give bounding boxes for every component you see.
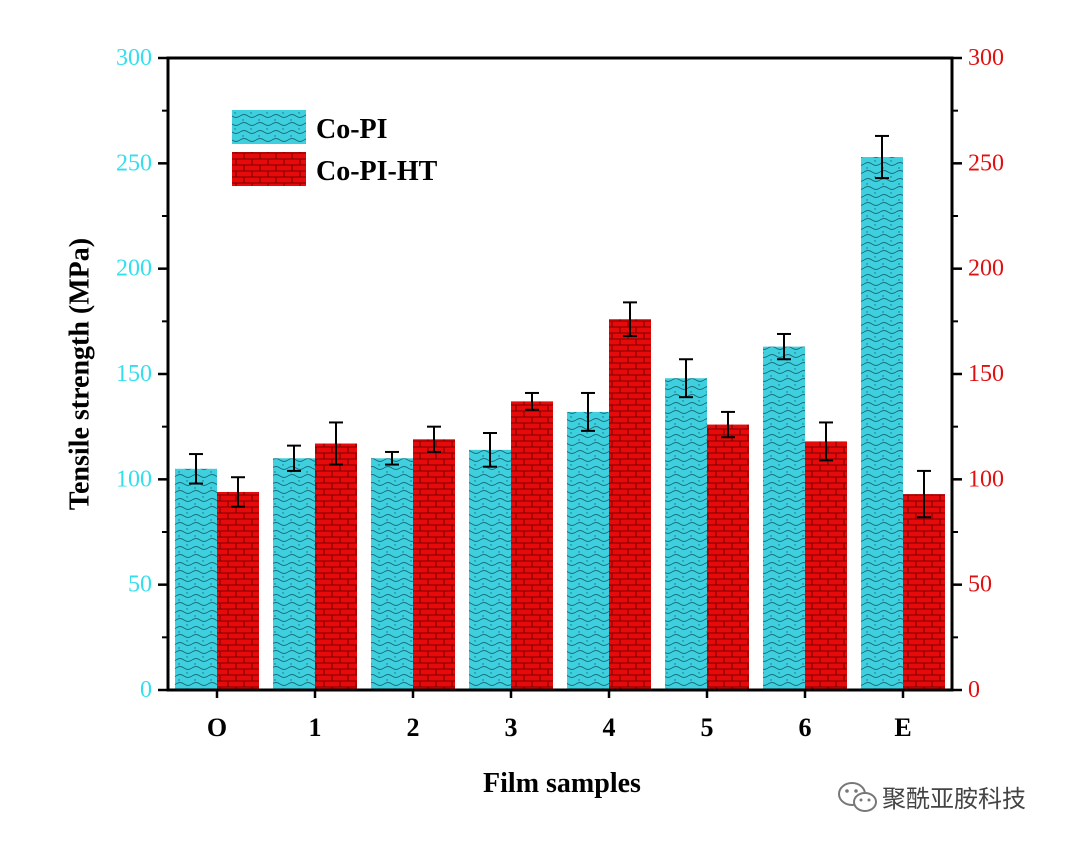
error-bar-co-pi-ht-E xyxy=(917,469,931,519)
bar-co-pi-O xyxy=(175,468,217,690)
error-bar-co-pi-ht-6 xyxy=(819,421,833,462)
left-tick-label: 100 xyxy=(116,466,152,492)
watermark-text: 聚酰亚胺科技 xyxy=(882,785,1026,813)
left-y-axis: 0 50 100 150 200 250 300 xyxy=(116,45,168,703)
x-tick-label: E xyxy=(894,713,911,742)
error-bar-co-pi-ht-O xyxy=(231,476,245,508)
error-bar-co-pi-E xyxy=(875,134,889,180)
error-bar-co-pi-5 xyxy=(679,358,693,399)
bar-co-pi-ht-O xyxy=(217,491,259,690)
right-tick-label: 150 xyxy=(968,361,1004,387)
left-tick-label: 250 xyxy=(116,150,152,176)
bar-co-pi-ht-4 xyxy=(609,319,651,690)
error-bars-layer xyxy=(189,134,931,519)
bar-co-pi-ht-2 xyxy=(413,439,455,690)
x-tick-label: 3 xyxy=(505,713,518,742)
left-tick-label: 150 xyxy=(116,361,152,387)
x-tick-label: 2 xyxy=(407,713,420,742)
error-bar-co-pi-1 xyxy=(287,444,301,472)
error-bar-co-pi-ht-2 xyxy=(427,425,441,453)
error-bar-co-pi-ht-4 xyxy=(623,301,637,338)
error-bar-co-pi-3 xyxy=(483,431,497,468)
right-tick-label: 100 xyxy=(968,466,1004,492)
x-tick-label: 1 xyxy=(309,713,322,742)
left-tick-label: 200 xyxy=(116,256,152,282)
x-axis: O 1 2 3 4 5 6 E xyxy=(207,690,912,742)
right-tick-label: 250 xyxy=(968,150,1004,176)
right-tick-label: 200 xyxy=(968,256,1004,282)
legend-label-co-pi-ht: Co-PI-HT xyxy=(316,156,438,187)
error-bar-co-pi-2 xyxy=(385,450,399,466)
watermark: 聚酰亚胺科技 xyxy=(838,782,1026,813)
bar-co-pi-6 xyxy=(763,346,805,690)
legend-swatch-co-pi-ht xyxy=(232,152,306,186)
x-tick-label: 6 xyxy=(799,713,812,742)
error-bar-co-pi-6 xyxy=(777,332,791,361)
right-y-axis: 0 50 100 150 200 250 300 xyxy=(952,45,1004,703)
right-tick-label: 300 xyxy=(968,45,1004,71)
bar-co-pi-2 xyxy=(371,458,413,690)
x-tick-label: 5 xyxy=(701,713,714,742)
x-axis-title: Film samples xyxy=(483,768,641,799)
left-tick-label: 0 xyxy=(140,677,152,703)
x-tick-label: 4 xyxy=(603,713,616,742)
left-tick-label: 50 xyxy=(128,572,152,598)
bars-layer xyxy=(175,157,945,691)
bar-co-pi-E xyxy=(861,157,903,691)
bar-co-pi-ht-1 xyxy=(315,443,357,690)
bar-co-pi-ht-E xyxy=(903,494,945,690)
bar-co-pi-4 xyxy=(567,411,609,690)
error-bar-co-pi-O xyxy=(189,453,203,485)
bar-co-pi-3 xyxy=(469,449,511,690)
bar-co-pi-ht-6 xyxy=(805,441,847,690)
legend: Co-PI Co-PI-HT xyxy=(232,110,438,187)
bar-co-pi-5 xyxy=(665,378,707,690)
right-tick-label: 0 xyxy=(968,677,980,703)
legend-label-co-pi: Co-PI xyxy=(316,114,388,145)
right-tick-label: 50 xyxy=(968,572,992,598)
error-bar-co-pi-ht-5 xyxy=(721,410,735,439)
bar-co-pi-ht-5 xyxy=(707,424,749,690)
error-bar-co-pi-ht-3 xyxy=(525,391,539,411)
error-bar-co-pi-4 xyxy=(581,391,595,432)
error-bar-co-pi-ht-1 xyxy=(329,421,343,466)
y-axis-title: Tensile strength (MPa) xyxy=(64,238,95,510)
bar-co-pi-1 xyxy=(273,458,315,690)
x-tick-label: O xyxy=(207,713,227,742)
wechat-icon xyxy=(838,782,877,812)
bar-co-pi-ht-3 xyxy=(511,401,553,690)
left-tick-label: 300 xyxy=(116,45,152,71)
legend-swatch-co-pi xyxy=(232,110,306,144)
